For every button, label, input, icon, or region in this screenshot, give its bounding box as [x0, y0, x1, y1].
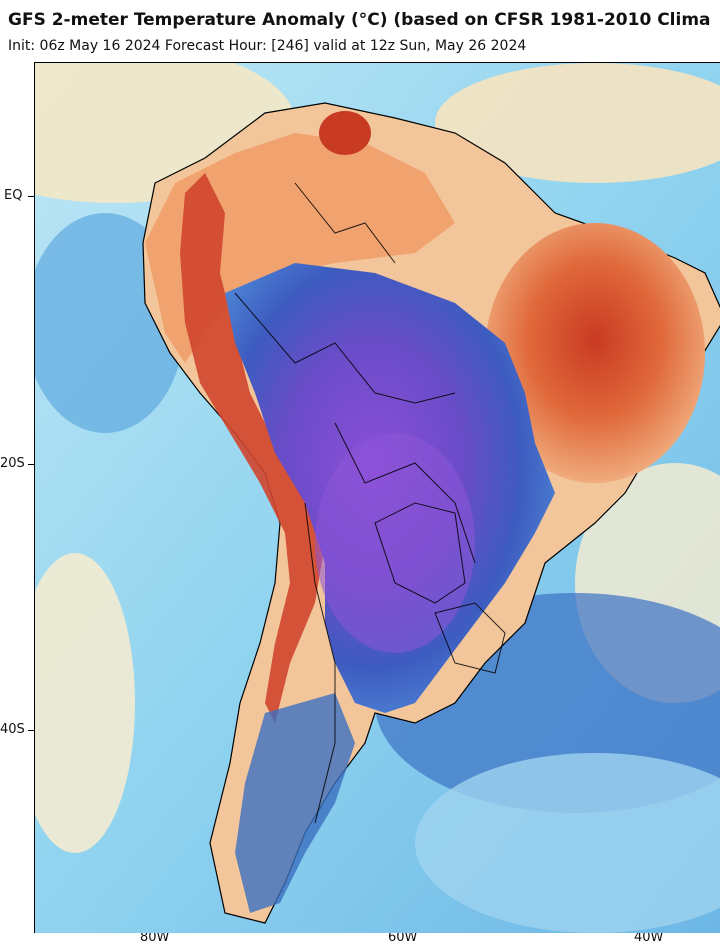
lat-label-20s: 20S — [0, 456, 25, 471]
patagonia-cool — [235, 693, 355, 913]
anomaly-map-svg — [35, 63, 720, 933]
anomaly-map — [34, 62, 720, 933]
border-colombia-venezuela — [294, 182, 396, 264]
lat-label-40s: 40S — [0, 722, 25, 737]
hot-brazil-region — [485, 223, 705, 483]
warm-ocean-atlantic — [435, 63, 720, 183]
cold-anomaly-center — [315, 433, 475, 653]
border-uruguay — [434, 602, 506, 674]
lon-label-60w: 60W — [388, 930, 418, 945]
lat-tick-eq — [28, 196, 34, 197]
warm-ocean-west — [35, 553, 135, 853]
border-paraguay — [374, 502, 466, 604]
border-peru-brazil — [234, 292, 456, 404]
lon-label-40w: 40W — [634, 930, 664, 945]
country-borders — [234, 182, 506, 824]
border-bolivia — [334, 422, 476, 564]
hot-spot-guiana — [319, 111, 371, 155]
lat-label-eq: EQ — [4, 188, 23, 203]
border-chile-argentina — [304, 502, 336, 824]
lon-label-80w: 80W — [140, 930, 170, 945]
lat-tick-40s — [28, 730, 34, 731]
andes-hot-band — [180, 173, 325, 723]
cool-atlantic-south — [415, 753, 720, 933]
map-title: GFS 2-meter Temperature Anomaly (°C) (ba… — [8, 10, 711, 30]
lat-tick-20s — [28, 464, 34, 465]
map-subtitle: Init: 06z May 16 2024 Forecast Hour: [24… — [8, 38, 527, 54]
